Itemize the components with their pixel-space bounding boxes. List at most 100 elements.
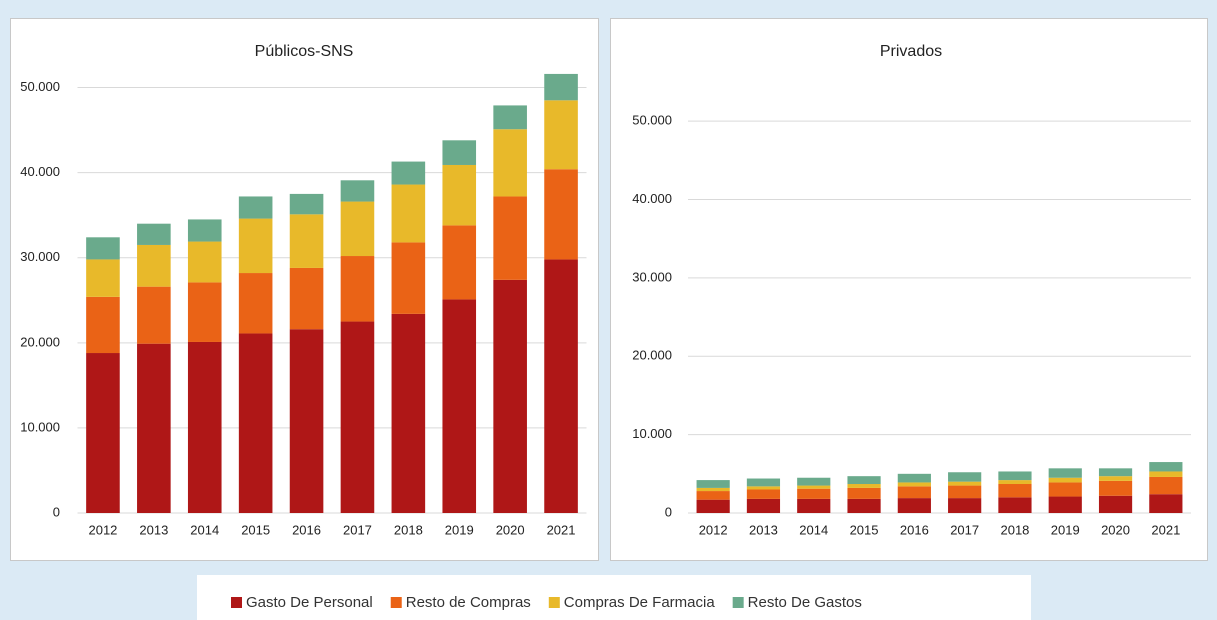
bar-segment	[442, 299, 477, 513]
bar-segment	[137, 223, 171, 245]
bar-segment	[847, 476, 881, 485]
x-tick-label: 2021	[547, 522, 576, 537]
bar-segment	[998, 497, 1032, 513]
bar-segment	[948, 498, 982, 513]
bar-segment	[1098, 480, 1133, 496]
bar-segment	[897, 486, 931, 499]
bar-segment	[544, 100, 578, 170]
bar-segment	[1048, 496, 1082, 513]
bar-segment	[391, 313, 426, 513]
bar-segment	[493, 279, 527, 513]
bar-segment	[948, 485, 982, 499]
y-tick-label: 0	[665, 504, 672, 519]
bar-segment	[897, 482, 931, 487]
x-tick-label: 2013	[139, 522, 168, 537]
bar-segment	[544, 169, 578, 260]
x-tick-label: 2015	[241, 522, 270, 537]
bar-segment	[1098, 468, 1133, 477]
bar-segment	[797, 498, 831, 513]
bar-segment	[340, 201, 375, 257]
bar-segment	[847, 498, 881, 513]
x-tick-label: 2016	[292, 522, 321, 537]
x-tick-label: 2012	[699, 522, 728, 537]
bar-segment	[1149, 476, 1183, 495]
bar-segment	[1048, 468, 1082, 478]
bar-segment	[391, 242, 426, 314]
bar-segment	[442, 140, 477, 165]
bar-segment	[391, 184, 426, 243]
bar-segment	[696, 487, 730, 492]
bar-segment	[340, 321, 375, 513]
bar-segment	[289, 193, 324, 215]
bar-segment	[1149, 462, 1183, 472]
chart-title: Públicos-SNS	[255, 43, 354, 60]
bar-segment	[442, 225, 477, 300]
y-tick-label: 50.000	[20, 79, 60, 94]
bar-segment	[746, 486, 781, 490]
y-tick-label: 20.000	[20, 334, 60, 349]
bar-segment	[238, 273, 273, 334]
bar-segment	[86, 237, 120, 260]
legend-label: Resto de Compras	[406, 594, 531, 611]
bar-segment	[391, 161, 426, 185]
bar-segment	[897, 473, 931, 483]
x-tick-label: 2019	[1051, 522, 1080, 537]
bar-segment	[187, 282, 222, 342]
bar-segment	[289, 214, 324, 268]
bar-segment	[238, 196, 273, 219]
y-tick-label: 30.000	[632, 269, 672, 284]
x-tick-label: 2016	[900, 522, 929, 537]
bar-segment	[86, 259, 120, 297]
bar-segment	[1149, 471, 1183, 477]
x-tick-label: 2013	[749, 522, 778, 537]
bar-segment	[187, 341, 222, 513]
bar-segment	[238, 218, 273, 274]
y-tick-label: 50.000	[632, 113, 672, 128]
bar-segment	[696, 499, 730, 513]
bar-segment	[493, 129, 527, 197]
x-tick-label: 2020	[1101, 522, 1130, 537]
bar-segment	[187, 241, 222, 283]
bar-segment	[897, 498, 931, 513]
legend	[197, 575, 1031, 620]
bar-segment	[442, 164, 477, 226]
bar-segment	[187, 219, 222, 242]
x-tick-label: 2015	[850, 522, 879, 537]
bar-segment	[137, 244, 171, 287]
bar-segment	[746, 498, 781, 513]
y-tick-label: 0	[53, 504, 60, 519]
y-tick-label: 10.000	[20, 419, 60, 434]
legend-swatch	[231, 597, 242, 608]
x-tick-label: 2012	[88, 522, 117, 537]
bar-segment	[998, 471, 1032, 481]
bar-segment	[137, 343, 171, 513]
bar-segment	[1149, 494, 1183, 513]
x-tick-label: 2020	[496, 522, 525, 537]
x-tick-label: 2014	[190, 522, 219, 537]
bar-segment	[493, 196, 527, 280]
bar-segment	[797, 488, 831, 499]
legend-swatch	[548, 597, 560, 608]
bar-segment	[86, 296, 120, 354]
legend-label: Gasto De Personal	[246, 594, 373, 611]
bar-segment	[137, 286, 171, 344]
bar-segment	[289, 329, 324, 513]
y-tick-label: 40.000	[632, 191, 672, 206]
x-tick-label: 2014	[799, 522, 828, 537]
bar-segment	[340, 256, 375, 322]
bar-segment	[1048, 477, 1082, 483]
bar-segment	[696, 480, 730, 488]
bar-segment	[340, 180, 375, 202]
bar-segment	[238, 333, 273, 513]
bar-segment	[289, 267, 324, 330]
y-tick-label: 10.000	[632, 426, 672, 441]
bar-segment	[998, 480, 1032, 485]
bar-segment	[847, 487, 881, 499]
legend-label: Resto De Gastos	[748, 594, 862, 611]
legend-swatch	[390, 597, 402, 608]
bar-segment	[493, 105, 527, 130]
y-tick-label: 30.000	[20, 249, 60, 264]
bar-segment	[847, 484, 881, 488]
bar-segment	[998, 484, 1032, 498]
